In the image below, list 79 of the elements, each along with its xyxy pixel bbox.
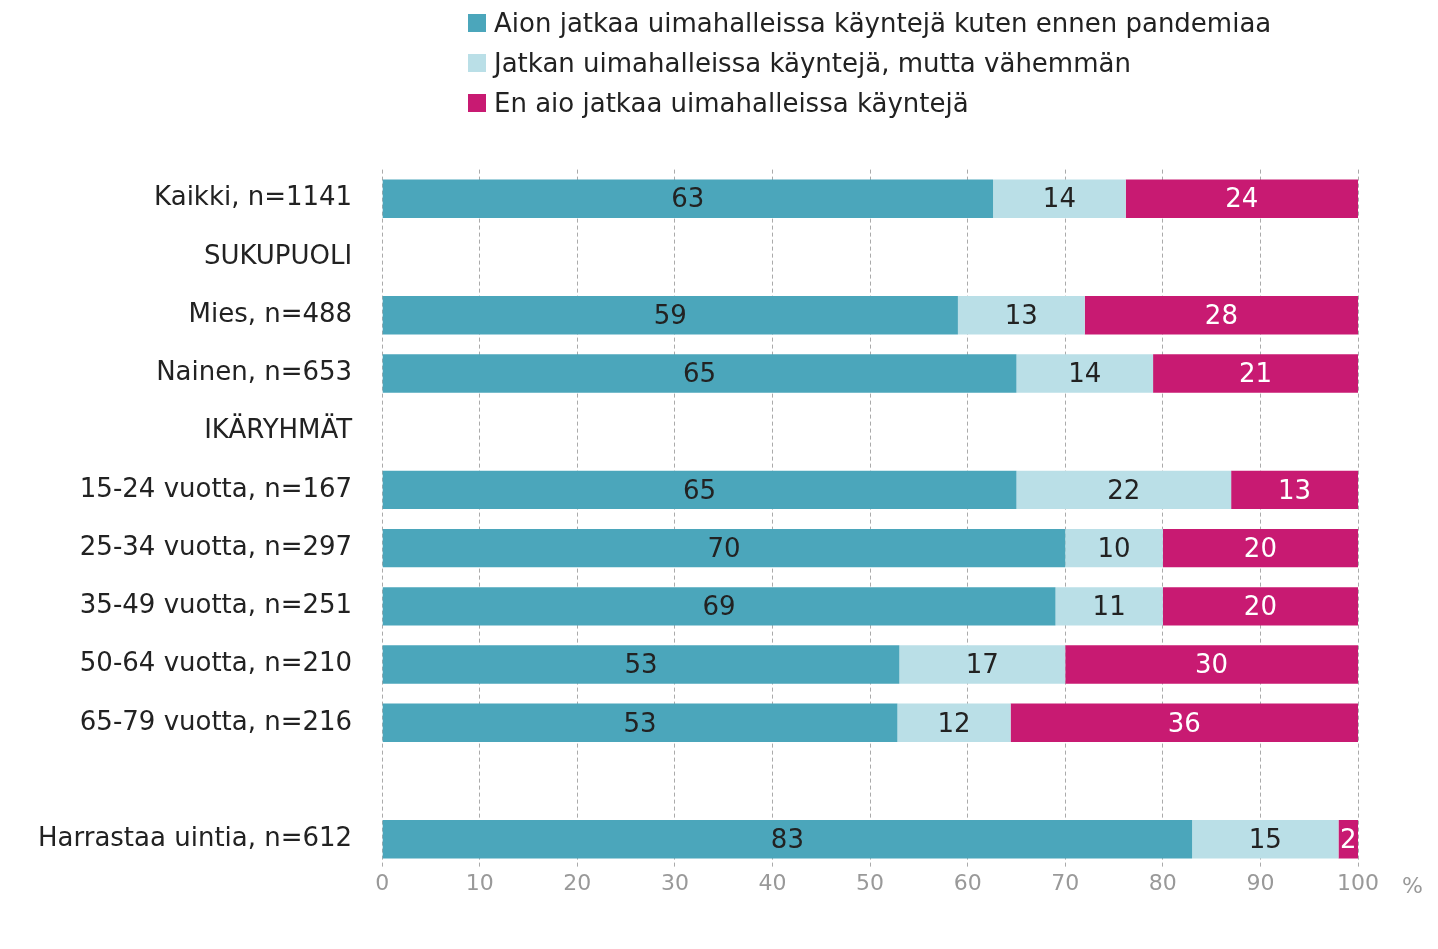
legend-label: Jatkan uimahalleissa käyntejä, mutta vähemmän: [494, 48, 1131, 78]
legend-label: Aion jatkaa uimahalleissa käyntejä kuten ennen pandemiaa: [494, 8, 1272, 38]
data-label: 69: [702, 591, 736, 622]
data-label: 21: [1238, 358, 1273, 389]
x-tick-label: 80: [1148, 870, 1177, 896]
data-label: 28: [1204, 299, 1238, 330]
data-label: 2: [1339, 824, 1357, 855]
data-label: 11: [1092, 591, 1126, 622]
data-label: 15: [1248, 824, 1282, 855]
y-tick-label: Kaikki, n=1141: [154, 181, 353, 212]
bar: [1162, 587, 1358, 626]
x-tick-label: 50: [856, 870, 885, 896]
data-label: 65: [683, 358, 717, 389]
y-tick-label: 65-79 vuotta, n=216: [79, 705, 353, 736]
data-label: 83: [770, 824, 804, 855]
bar: [382, 587, 1056, 626]
bar: [382, 354, 1017, 393]
x-tick-label: 100: [1337, 870, 1379, 896]
y-tick-label: 35-49 vuotta, n=251: [79, 589, 353, 620]
data-label: 13: [1278, 474, 1312, 505]
data-label: 53: [623, 707, 657, 738]
data-label: 53: [624, 649, 658, 680]
bar: [1231, 470, 1358, 510]
bar: [1065, 528, 1163, 568]
y-tick-label: 15-24 vuotta, n=167: [79, 472, 353, 503]
bar: [1016, 354, 1154, 393]
bar: [1055, 587, 1163, 626]
x-tick-label: 10: [465, 870, 494, 896]
bar: [899, 645, 1066, 684]
data-label: 14: [1068, 358, 1102, 389]
data-label: 20: [1243, 532, 1277, 563]
bar: [1153, 354, 1358, 393]
bar: [382, 645, 900, 684]
data-label: 30: [1195, 649, 1229, 680]
y-tick-label: Nainen, n=653: [156, 356, 353, 387]
x-tick-label: 40: [758, 870, 787, 896]
data-label: 10: [1097, 532, 1131, 563]
bar: [897, 703, 1011, 743]
bar: [1125, 179, 1358, 218]
bar: [1084, 295, 1358, 335]
x-tick-label: 20: [563, 870, 592, 896]
x-tick-label: 90: [1246, 870, 1275, 896]
bar: [382, 528, 1066, 568]
bar: [1016, 470, 1232, 510]
x-tick-label: 60: [953, 870, 982, 896]
y-tick-label: 50-64 vuotta, n=210: [79, 647, 353, 678]
y-tick-label: Harrastaa uintia, n=612: [37, 822, 353, 853]
y-tick-label: SUKUPUOLI: [203, 239, 353, 270]
bar: [1192, 820, 1339, 859]
bar: [382, 295, 958, 335]
data-label: 13: [1004, 299, 1038, 330]
data-label: 59: [653, 299, 687, 330]
y-tick-label: Mies, n=488: [188, 297, 353, 328]
bar: [957, 295, 1085, 335]
bar: [1010, 703, 1358, 743]
data-label: 20: [1243, 591, 1277, 622]
bar: [382, 470, 1017, 510]
data-label: 12: [937, 707, 971, 738]
bar: [382, 703, 898, 743]
data-label: 17: [965, 649, 999, 680]
data-label: 65: [683, 474, 717, 505]
x-tick-label: 30: [660, 870, 689, 896]
data-label: 24: [1225, 183, 1259, 214]
bar: [993, 179, 1126, 218]
bar: [382, 179, 994, 218]
data-label: 70: [707, 532, 741, 563]
x-axis-title: %: [1402, 873, 1423, 899]
data-label: 36: [1167, 707, 1201, 738]
bar: [1065, 645, 1358, 684]
x-tick-label: 0: [375, 870, 390, 896]
y-tick-label: IKÄRYHMÄT: [204, 413, 353, 445]
y-tick-label: 25-34 vuotta, n=297: [79, 530, 353, 561]
data-label: 22: [1107, 474, 1141, 505]
data-label: 63: [671, 183, 705, 214]
legend-label: En aio jatkaa uimahalleissa käyntejä: [494, 88, 969, 118]
data-label: 14: [1042, 183, 1076, 214]
x-tick-label: 70: [1051, 870, 1080, 896]
bar: [382, 820, 1193, 859]
bar: [1162, 528, 1358, 568]
